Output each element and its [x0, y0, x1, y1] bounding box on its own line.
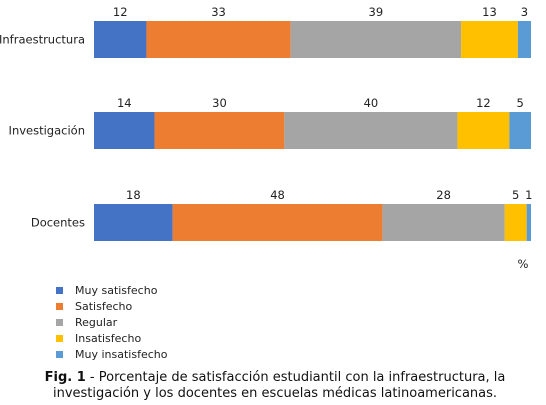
unit-label: % [518, 257, 529, 271]
category-label: Docentes [31, 216, 85, 230]
legend-item: Muy insatisfecho [56, 346, 167, 362]
bar-segment [172, 204, 383, 241]
data-label: 48 [270, 188, 285, 202]
caption-prefix: Fig. 1 [44, 370, 86, 385]
bar-segment [154, 112, 285, 149]
data-label: 1 [525, 188, 532, 202]
bar-segment [290, 21, 462, 58]
bar-segment [146, 21, 291, 58]
legend-label: Muy insatisfecho [75, 347, 168, 361]
category-label: Infraestructura [0, 33, 85, 47]
legend-label: Muy satisfecho [75, 283, 158, 297]
category-label: Investigación [9, 124, 85, 138]
bar-segment [94, 112, 155, 149]
legend-swatch [56, 286, 63, 294]
bar-segment [504, 204, 527, 241]
legend-item: Muy satisfecho [56, 282, 167, 298]
legend-item: Regular [56, 314, 167, 330]
figure-caption: Fig. 1 - Porcentaje de satisfacción estu… [20, 370, 530, 402]
legend-label: Regular [75, 315, 118, 329]
bar-segment [284, 112, 458, 149]
bar-segment [526, 204, 531, 241]
caption-text: - Porcentaje de satisfacción estudiantil… [52, 370, 506, 401]
legend-swatch [56, 318, 63, 326]
data-label: 12 [113, 5, 128, 19]
bar-segment [461, 21, 518, 58]
bar-segment [94, 21, 147, 58]
legend: Muy satisfecho Satisfecho Regular Insatisfe… [56, 282, 167, 362]
data-label: 3 [521, 5, 528, 19]
legend-swatch [56, 302, 63, 310]
data-label: 5 [512, 188, 519, 202]
bar-segment [517, 21, 531, 58]
bar-segment [457, 112, 510, 149]
data-label: 5 [517, 96, 524, 110]
legend-swatch [56, 350, 63, 358]
category-labels: Infraestructura Investigación Docentes [0, 33, 85, 230]
bar-segment [509, 112, 531, 149]
data-label: 13 [482, 5, 497, 19]
data-label: 33 [211, 5, 226, 19]
legend-item: Satisfecho [56, 298, 167, 314]
legend-item: Insatisfecho [56, 330, 167, 346]
bars-group: 12 33 39 13 314 30 40 12 518 48 28 5 1 [94, 5, 532, 241]
data-label: 28 [436, 188, 451, 202]
bar-segment [94, 204, 173, 241]
stacked-bar-chart: 12 33 39 13 314 30 40 12 518 48 28 5 1 Infraestructu… [0, 5, 532, 271]
legend-swatch [56, 334, 63, 342]
data-label: 39 [369, 5, 384, 19]
data-label: 14 [117, 96, 132, 110]
data-label: 12 [476, 96, 491, 110]
data-label: 40 [364, 96, 379, 110]
data-label: 18 [126, 188, 141, 202]
legend-label: Satisfecho [75, 299, 133, 313]
data-label: 30 [212, 96, 227, 110]
legend-label: Insatisfecho [75, 331, 142, 345]
bar-segment [382, 204, 505, 241]
